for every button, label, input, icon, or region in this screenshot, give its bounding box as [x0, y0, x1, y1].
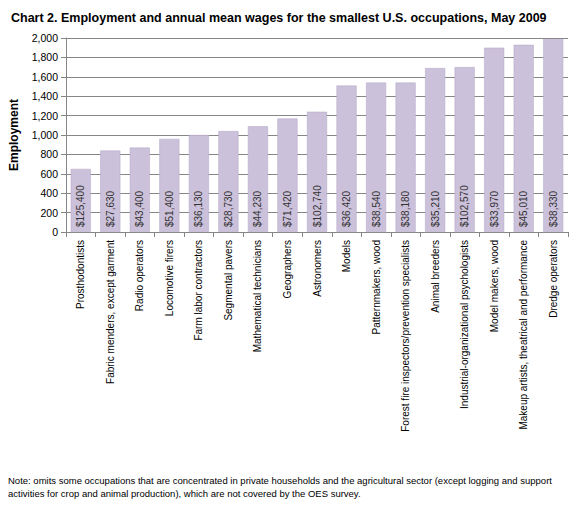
svg-text:$35,210: $35,210 — [430, 190, 441, 227]
svg-text:Prosthodontists: Prosthodontists — [75, 240, 86, 309]
svg-text:$38,540: $38,540 — [371, 190, 382, 227]
svg-text:activities for crop and animal: activities for crop and animal productio… — [8, 488, 361, 499]
svg-text:600: 600 — [40, 168, 58, 180]
svg-text:$102,570: $102,570 — [459, 185, 470, 227]
svg-text:0: 0 — [52, 226, 58, 238]
svg-text:400: 400 — [40, 187, 58, 199]
svg-text:Note: omits some occupations t: Note: omits some occupations that are co… — [8, 475, 555, 486]
svg-text:Radio operators: Radio operators — [134, 240, 145, 311]
svg-text:Geographers: Geographers — [282, 240, 293, 298]
svg-text:Patternmakers, wood: Patternmakers, wood — [371, 240, 382, 335]
svg-text:Models: Models — [341, 240, 352, 272]
svg-text:$36,130: $36,130 — [193, 190, 204, 227]
svg-text:$45,010: $45,010 — [518, 190, 529, 227]
svg-text:Locomotive firers: Locomotive firers — [164, 240, 175, 316]
svg-text:2,000: 2,000 — [32, 32, 58, 44]
svg-text:Makeup artists, theatrical and: Makeup artists, theatrical and performan… — [518, 240, 529, 430]
svg-text:Segmental pavers: Segmental pavers — [223, 240, 234, 321]
svg-text:Industrial-organizational psyc: Industrial-organizational psychologists — [459, 240, 470, 409]
svg-text:Employment: Employment — [7, 99, 21, 171]
svg-text:Dredge operators: Dredge operators — [548, 240, 559, 318]
svg-text:1,000: 1,000 — [32, 129, 58, 141]
svg-text:Model makers, wood: Model makers, wood — [489, 240, 500, 332]
svg-text:800: 800 — [40, 148, 58, 160]
svg-text:$125,400: $125,400 — [75, 185, 86, 227]
svg-text:Forest fire inspectors/prevent: Forest fire inspectors/prevention specia… — [400, 240, 411, 432]
svg-text:$27,630: $27,630 — [105, 190, 116, 227]
svg-text:1,800: 1,800 — [32, 51, 58, 63]
svg-text:Astronomers: Astronomers — [312, 240, 323, 297]
svg-text:200: 200 — [40, 207, 58, 219]
svg-text:$71,420: $71,420 — [282, 190, 293, 227]
svg-text:1,600: 1,600 — [32, 71, 58, 83]
svg-text:Fabric menders, except garment: Fabric menders, except garment — [105, 240, 116, 384]
svg-text:$38,330: $38,330 — [548, 190, 559, 227]
svg-text:$28,730: $28,730 — [223, 190, 234, 227]
svg-text:$44,230: $44,230 — [252, 190, 263, 227]
svg-text:$33,970: $33,970 — [489, 190, 500, 227]
svg-text:1,400: 1,400 — [32, 90, 58, 102]
svg-text:$51,400: $51,400 — [164, 190, 175, 227]
svg-text:$38,180: $38,180 — [400, 190, 411, 227]
svg-text:Mathematical technicians: Mathematical technicians — [252, 240, 263, 352]
svg-text:1,200: 1,200 — [32, 110, 58, 122]
svg-text:$43,400: $43,400 — [134, 190, 145, 227]
svg-text:Animal breeders: Animal breeders — [430, 240, 441, 313]
svg-text:Farm labor contractors: Farm labor contractors — [193, 240, 204, 341]
svg-text:$102,740: $102,740 — [312, 185, 323, 227]
svg-text:Chart 2. Employment and annual: Chart 2. Employment and annual mean wage… — [11, 11, 547, 25]
svg-text:$36,420: $36,420 — [341, 190, 352, 227]
